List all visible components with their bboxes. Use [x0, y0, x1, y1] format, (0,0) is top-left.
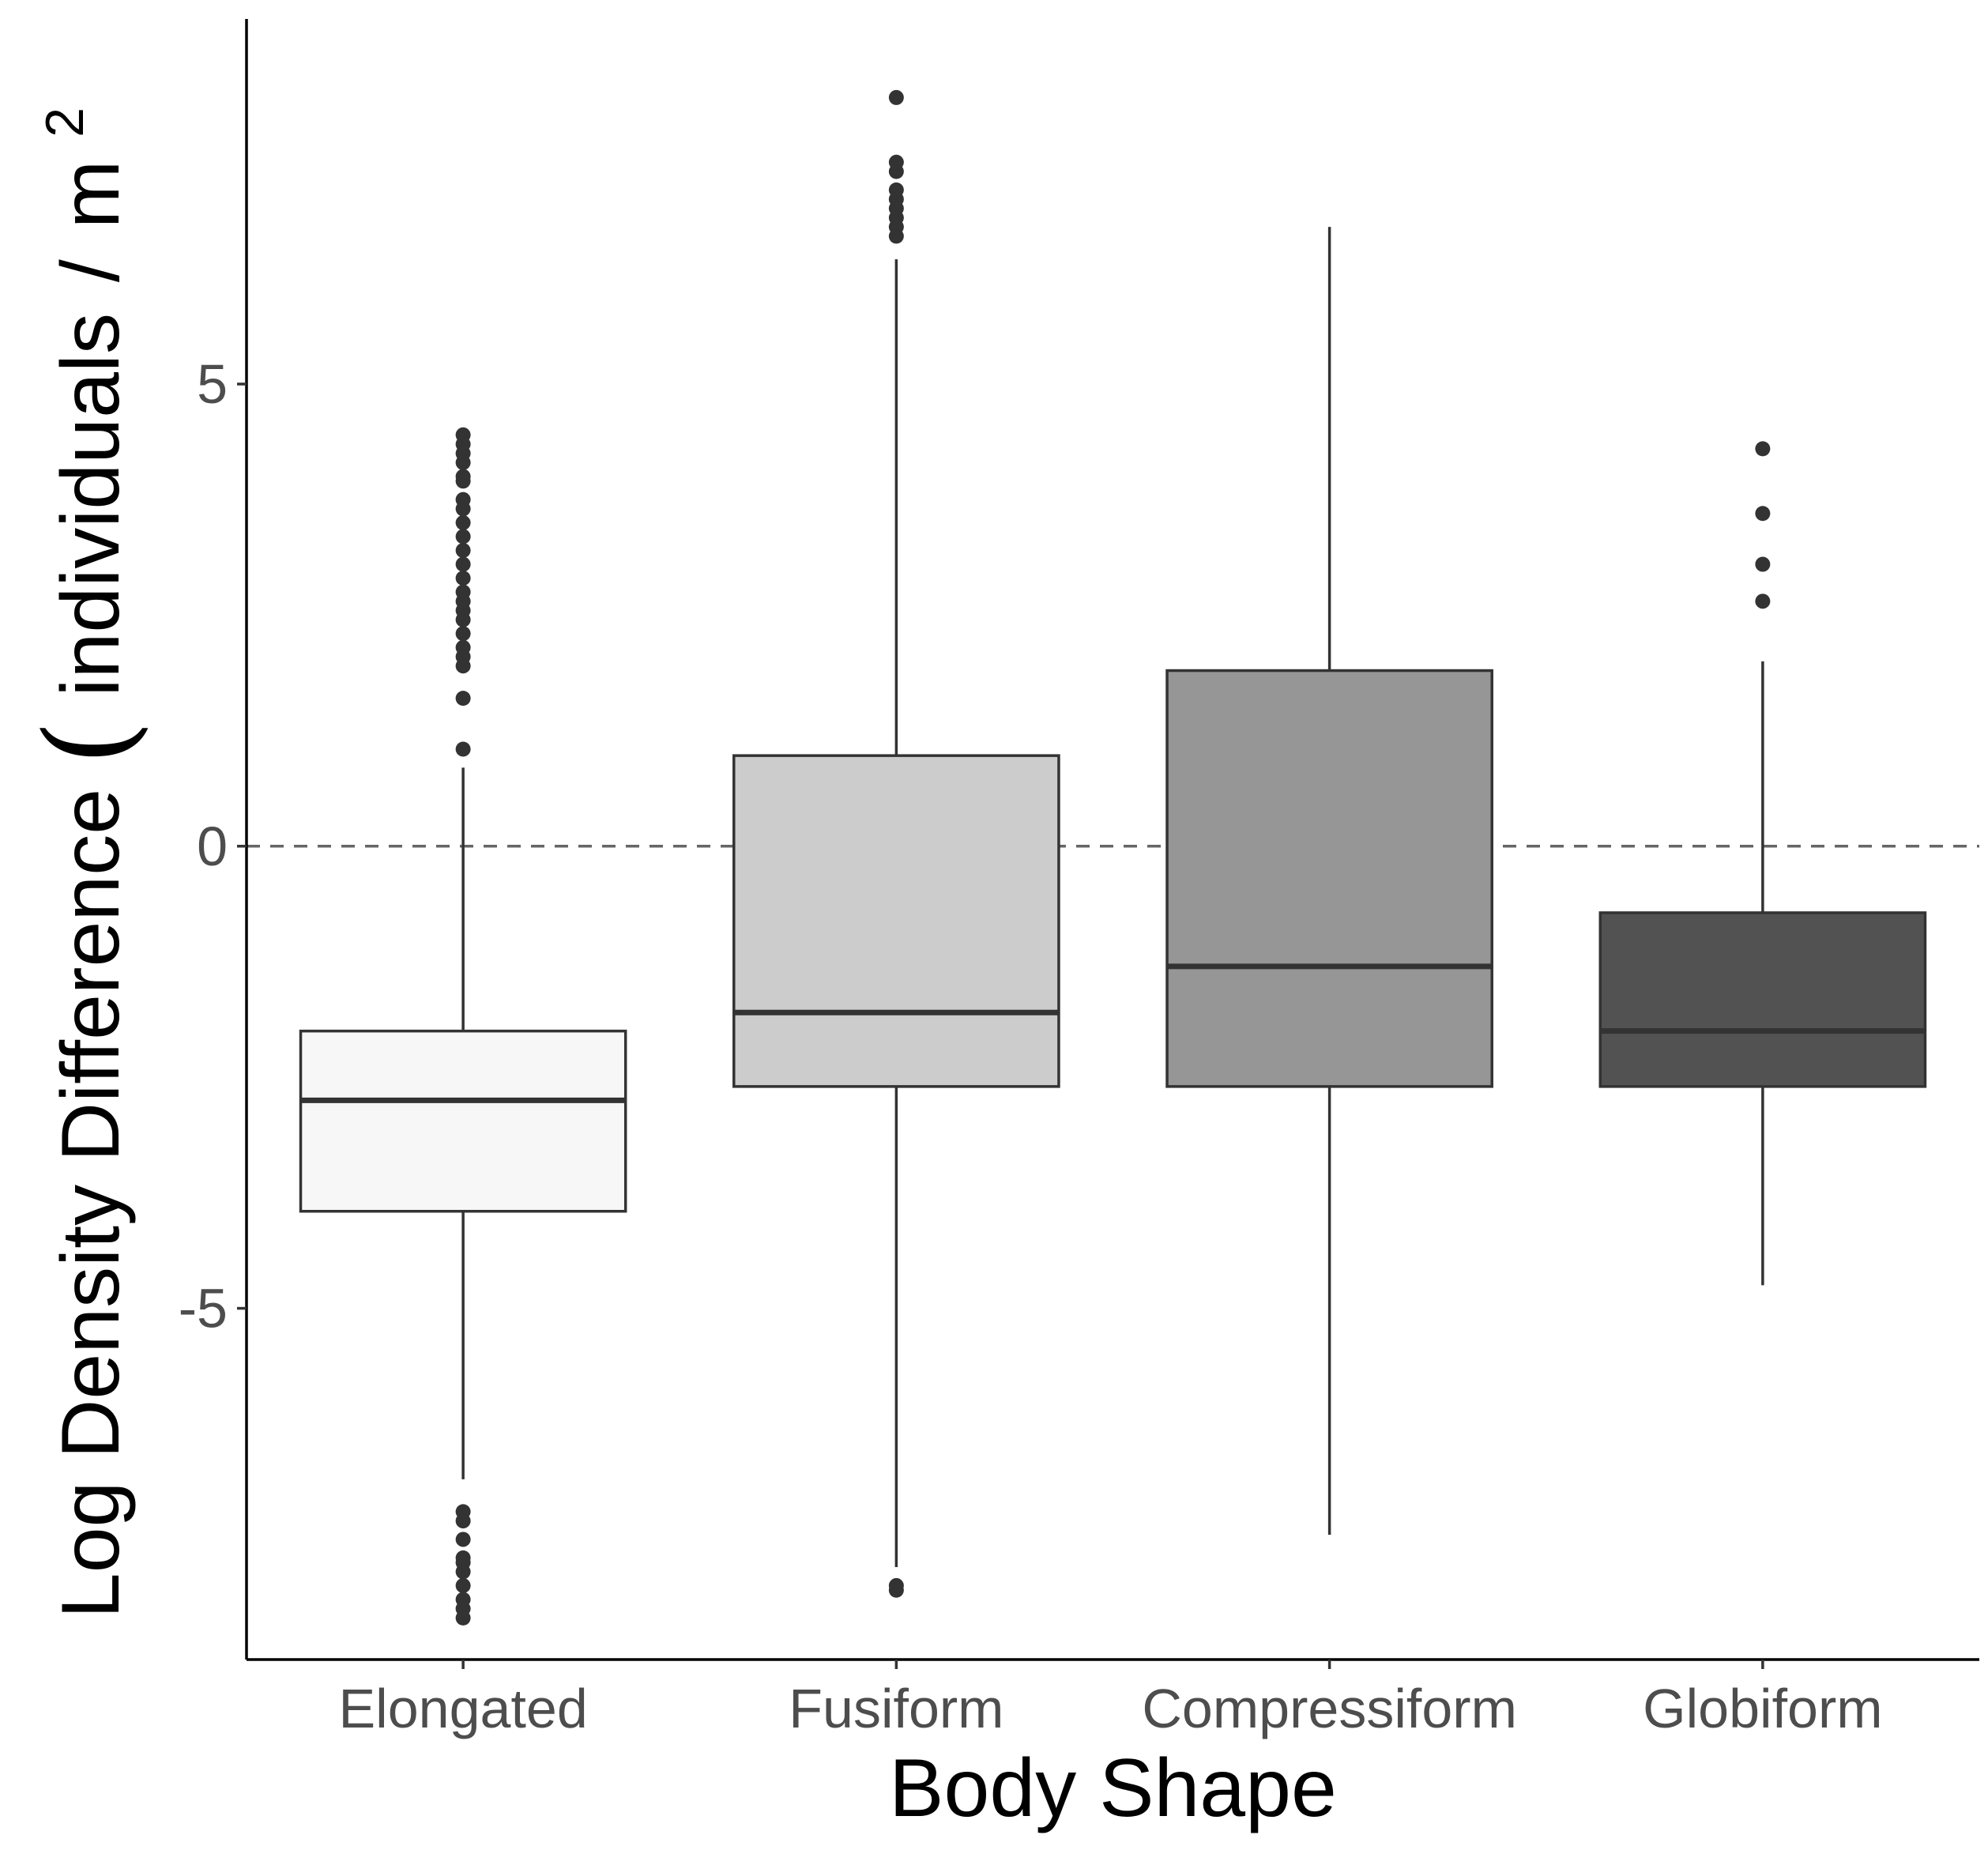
outlier-point-fusiform [888, 182, 904, 198]
outlier-point-elongated [455, 691, 471, 706]
y-axis-title-main: Log Density Difference [45, 766, 137, 1618]
box-elongated [299, 427, 627, 1626]
y-tick-label: 0 [197, 816, 228, 877]
box-fusiform [732, 89, 1060, 1598]
outlier-point-elongated [455, 741, 471, 757]
iqr-box-fusiform [732, 754, 1060, 1088]
outlier-point-elongated [455, 514, 471, 530]
y-axis-title-unit: individuals [45, 313, 137, 697]
iqr-box-compressiform [1165, 669, 1493, 1088]
y-axis-title-exponent: 2 [35, 107, 95, 138]
outlier-point-globiform [1755, 556, 1771, 572]
y-axis-title-base: m [45, 160, 137, 229]
outlier-point-elongated [455, 584, 471, 600]
outlier-point-elongated [455, 492, 471, 507]
y-axis-title-slash: / [45, 259, 137, 282]
y-tick-label: 5 [197, 353, 228, 415]
outlier-point-fusiform [888, 1582, 904, 1598]
svg-text:Log Density Difference: Log Density Difference ( individuals / m… [21, 107, 158, 1618]
outlier-point-elongated [455, 1513, 471, 1529]
outlier-point-elongated [455, 1610, 471, 1626]
x-tick-label-compressiform: Compressiform [1142, 1678, 1517, 1739]
outlier-point-elongated [455, 1532, 471, 1547]
y-axis-title: Log Density Difference ( individuals / m… [21, 107, 158, 1618]
outlier-point-fusiform [888, 89, 904, 105]
ticks-layer: 5 0 -5 Elongated Fusiform Compressiform Globif… [179, 353, 1883, 1739]
box-globiform [1598, 441, 1927, 1286]
outlier-point-elongated [455, 1564, 471, 1580]
boxes-layer [299, 89, 1927, 1626]
y-axis-title-open-paren: ( [21, 719, 158, 766]
x-tick-label-elongated: Elongated [338, 1678, 587, 1739]
iqr-box-elongated [299, 1029, 627, 1213]
x-tick-label-globiform: Globiform [1643, 1678, 1882, 1739]
outlier-point-elongated [455, 1577, 471, 1593]
outlier-point-globiform [1755, 441, 1771, 457]
outlier-point-elongated [455, 639, 471, 655]
outlier-point-elongated [455, 556, 471, 572]
x-tick-label-fusiform: Fusiform [789, 1678, 1003, 1739]
outlier-point-globiform [1755, 593, 1771, 609]
outlier-point-elongated [455, 427, 471, 443]
iqr-box-globiform [1598, 911, 1927, 1088]
outlier-point-fusiform [888, 154, 904, 170]
box-compressiform [1165, 227, 1493, 1535]
outlier-point-globiform [1755, 506, 1771, 522]
x-axis-title: Body Shape [889, 1743, 1337, 1834]
y-tick-label: -5 [179, 1278, 228, 1339]
outlier-point-elongated [455, 469, 471, 484]
axes-layer [245, 19, 1979, 1661]
outlier-point-elongated [455, 529, 471, 544]
outlier-point-elongated [455, 543, 471, 559]
outlier-point-elongated [455, 571, 471, 586]
outlier-point-elongated [455, 626, 471, 642]
